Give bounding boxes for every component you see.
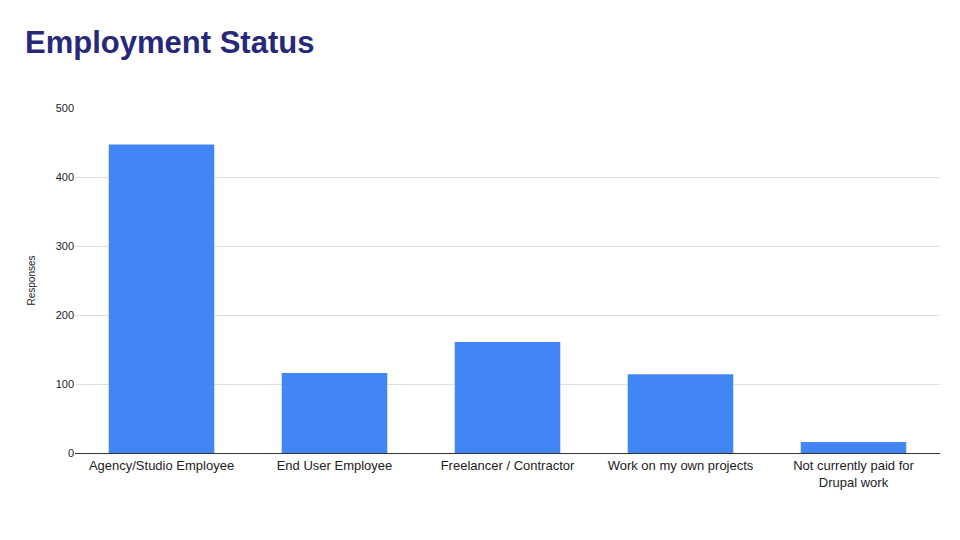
svg-text:Agency/Studio Employee: Agency/Studio Employee bbox=[89, 458, 234, 473]
svg-text:Not currently paid forDrupal w: Not currently paid forDrupal work bbox=[793, 458, 914, 490]
svg-text:500: 500 bbox=[56, 102, 74, 114]
svg-text:End User Employee: End User Employee bbox=[277, 458, 393, 473]
svg-text:Responses: Responses bbox=[26, 255, 37, 305]
svg-text:Work on my own projects: Work on my own projects bbox=[608, 458, 754, 473]
svg-text:0: 0 bbox=[68, 447, 74, 459]
svg-text:100: 100 bbox=[56, 378, 74, 390]
svg-text:400: 400 bbox=[56, 171, 74, 183]
svg-text:Employment Status: Employment Status bbox=[25, 25, 314, 60]
svg-text:200: 200 bbox=[56, 309, 74, 321]
svg-text:Freelancer / Contractor: Freelancer / Contractor bbox=[441, 458, 575, 473]
svg-text:300: 300 bbox=[56, 240, 74, 252]
